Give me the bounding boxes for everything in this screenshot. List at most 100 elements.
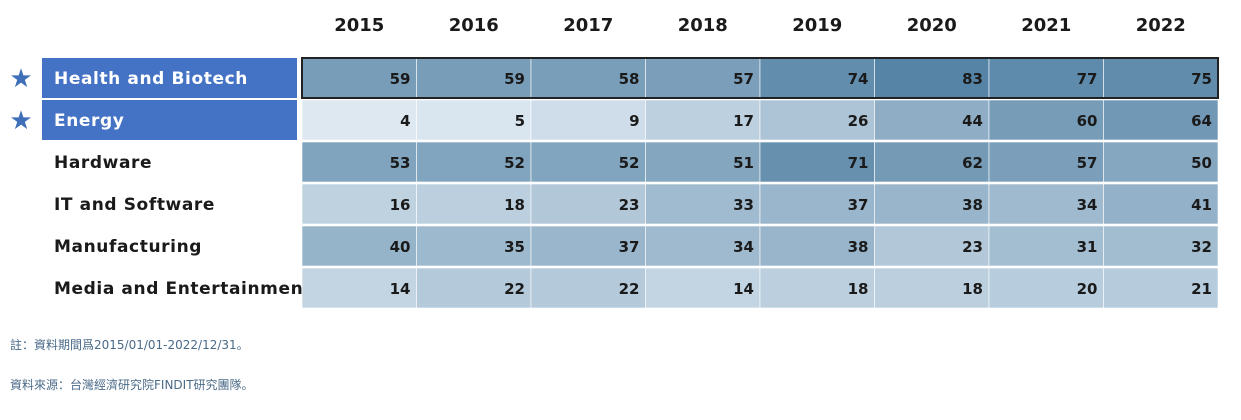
highlight-borders (301, 57, 1219, 99)
cell-value-label: 35 (504, 238, 525, 256)
heatmap-cell (874, 99, 990, 141)
year-header-2018: 2018 (678, 15, 728, 36)
cell-value-label: 37 (619, 238, 640, 256)
heatmap-cell (1103, 225, 1219, 267)
heatmap-cell (645, 183, 761, 225)
cell-value-label: 18 (848, 280, 869, 298)
cell-value-label: 22 (504, 280, 525, 298)
year-header-2017: 2017 (563, 15, 613, 36)
heatmap-cell (1103, 57, 1219, 99)
cell-value-label: 50 (1191, 154, 1212, 172)
heatmap-cell (416, 141, 532, 183)
row-labels: ★ Health and Biotech ★ Energy Hardware IT and… (9, 58, 312, 299)
heatmap-cell (530, 267, 646, 309)
heatmap-cell (988, 267, 1104, 309)
row-label-bg-energy (42, 100, 297, 140)
heatmap-cell (301, 267, 417, 309)
row-label-manufacturing: Manufacturing (54, 237, 202, 257)
cell-value-label: 23 (619, 196, 640, 214)
cell-value-label: 83 (962, 70, 983, 88)
cell-value-label: 59 (390, 70, 411, 88)
cell-value-label: 16 (390, 196, 411, 214)
cell-value-label: 74 (848, 70, 869, 88)
cell-value-label: 52 (619, 154, 640, 172)
cell-value-label: 14 (733, 280, 754, 298)
row-label-health-and-biotech: Health and Biotech (54, 69, 248, 89)
heatmap-cell (416, 99, 532, 141)
cell-value-label: 5 (515, 112, 525, 130)
year-header-2016: 2016 (449, 15, 499, 36)
heatmap-cell (759, 225, 875, 267)
heatmap-cell (645, 225, 761, 267)
cell-value-label: 20 (1077, 280, 1098, 298)
heatmap-cell (416, 225, 532, 267)
heatmap-cell (530, 99, 646, 141)
row-label-it-and-software: IT and Software (54, 195, 215, 215)
heatmap-cell (645, 99, 761, 141)
cell-value-label: 41 (1191, 196, 1212, 214)
year-header-2019: 2019 (792, 15, 842, 36)
row-label-media-and-entertainment: Media and Entertainment (54, 279, 312, 299)
year-header: 2015 2016 2017 2018 2019 2020 2021 2022 (334, 15, 1186, 36)
cell-value-label: 64 (1191, 112, 1212, 130)
cell-value-label: 71 (848, 154, 869, 172)
cell-value-label: 21 (1191, 280, 1212, 298)
cell-value-label: 18 (962, 280, 983, 298)
cell-value-label: 60 (1077, 112, 1098, 130)
heatmap-cell (988, 183, 1104, 225)
heatmap-cell (988, 141, 1104, 183)
year-header-2021: 2021 (1021, 15, 1071, 36)
heatmap-cell (301, 141, 417, 183)
cell-value-label: 75 (1191, 70, 1212, 88)
heatmap-cell (1103, 183, 1219, 225)
cell-value-label: 14 (390, 280, 411, 298)
heatmap-cell (301, 225, 417, 267)
star-icon: ★ (9, 106, 32, 136)
cell-value-label: 34 (733, 238, 754, 256)
cell-value-label: 31 (1077, 238, 1098, 256)
cell-value-label: 34 (1077, 196, 1098, 214)
cell-value-label: 44 (962, 112, 983, 130)
cell-value-label: 59 (504, 70, 525, 88)
cell-value-label: 57 (1077, 154, 1098, 172)
cell-value-label: 57 (733, 70, 754, 88)
heatmap-cell (874, 183, 990, 225)
cell-value-label: 52 (504, 154, 525, 172)
heatmap-cell (530, 183, 646, 225)
cell-value-label: 22 (619, 280, 640, 298)
heatmap-cell (759, 99, 875, 141)
row-label-bg-health-and-biotech (42, 58, 297, 98)
cell-value-label: 33 (733, 196, 754, 214)
cell-value-label: 40 (390, 238, 411, 256)
year-header-2022: 2022 (1136, 15, 1186, 36)
heatmap-cell (530, 57, 646, 99)
heatmap-cells (301, 57, 1219, 309)
heatmap-cell (874, 267, 990, 309)
cell-value-label: 38 (962, 196, 983, 214)
heatmap-cell (530, 225, 646, 267)
row-label-hardware: Hardware (54, 153, 152, 173)
year-header-2015: 2015 (334, 15, 384, 36)
heatmap-cell (1103, 99, 1219, 141)
heatmap-cell (416, 183, 532, 225)
heatmap-cell (874, 57, 990, 99)
heatmap-cell (988, 57, 1104, 99)
cell-value-label: 51 (733, 154, 754, 172)
heatmap-cell (759, 183, 875, 225)
heatmap-cell (416, 267, 532, 309)
highlight-row-border (301, 57, 1219, 99)
cell-value-label: 23 (962, 238, 983, 256)
heatmap-cell (301, 99, 417, 141)
heatmap-cell (1103, 267, 1219, 309)
cell-value-label: 32 (1191, 238, 1212, 256)
cell-value-label: 4 (400, 112, 410, 130)
cell-value-label: 18 (504, 196, 525, 214)
cell-value-label: 38 (848, 238, 869, 256)
cell-value-label: 17 (733, 112, 754, 130)
heatmap-cell (759, 141, 875, 183)
year-header-2020: 2020 (907, 15, 957, 36)
heatmap-chart: 2015 2016 2017 2018 2019 2020 2021 2022 ★ Health… (9, 15, 1219, 309)
cell-value-label: 26 (848, 112, 869, 130)
heatmap-cell (301, 183, 417, 225)
